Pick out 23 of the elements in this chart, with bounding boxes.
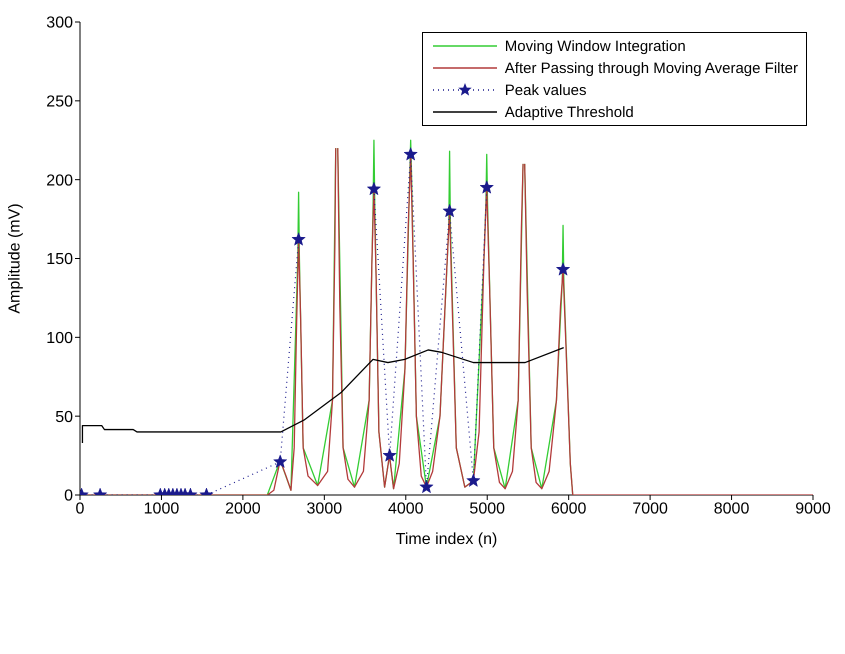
y-tick-label: 300: [46, 14, 74, 32]
legend-label: Peak values: [504, 82, 586, 98]
y-tick-label: 100: [46, 330, 74, 348]
x-tick-label: 0: [76, 500, 85, 518]
legend-label: Moving Window Integration: [504, 38, 686, 54]
x-tick-label: 1000: [144, 500, 180, 518]
x-tick-label: 2000: [225, 500, 261, 518]
y-axis-title: Amplitude (mV): [6, 203, 24, 314]
x-tick-label: 3000: [306, 500, 342, 518]
y-tick-label: 50: [55, 408, 74, 426]
y-tick-label: 0: [64, 488, 74, 505]
legend-label: After Passing through Moving Average Filter: [504, 60, 798, 76]
legend-label: Adaptive Threshold: [504, 104, 634, 120]
x-tick-label: 8000: [714, 500, 750, 518]
x-tick-label: 7000: [632, 500, 668, 518]
y-tick-label: 150: [46, 251, 74, 268]
x-tick-label: 4000: [388, 500, 424, 518]
x-tick-label: 5000: [469, 500, 506, 518]
y-tick-label: 250: [46, 94, 74, 111]
x-axis-title: Time index (n): [396, 531, 498, 548]
x-tick-label: 9000: [795, 500, 831, 518]
x-tick-label: 6000: [550, 500, 587, 518]
y-tick-label: 200: [46, 172, 74, 190]
